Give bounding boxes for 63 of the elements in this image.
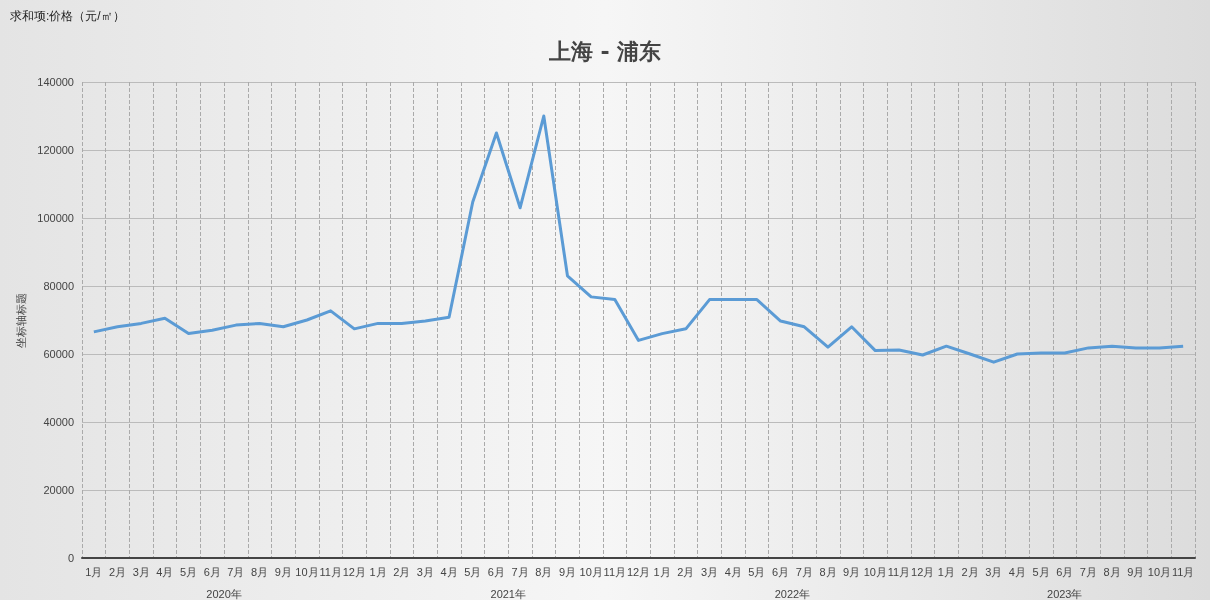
x-tick-label: 8月 <box>819 565 837 578</box>
x-tick-label: 3月 <box>985 565 1003 578</box>
x-tick-label: 12月 <box>342 565 366 578</box>
y-tick-label: 40000 <box>43 416 74 428</box>
text: 2023年 <box>1047 587 1083 600</box>
x-tick-label: 1月 <box>369 565 387 578</box>
x-tick-label: 7月 <box>511 565 529 578</box>
x-tick-label: 4月 <box>440 565 458 578</box>
text: 2020年 <box>206 587 242 600</box>
x-tick-label: 6月 <box>772 565 790 578</box>
x-tick-label: 8月 <box>251 565 269 578</box>
x-tick-label: 4月 <box>1008 565 1026 578</box>
x-tick-label: 3月 <box>416 565 434 578</box>
y-tick-label: 140000 <box>37 76 74 88</box>
y-tick-label: 120000 <box>37 144 74 156</box>
x-tick-label: 10月 <box>295 565 319 578</box>
x-tick-label: 2月 <box>961 565 979 578</box>
x-tick-label: 6月 <box>487 565 505 578</box>
x-tick-label: 6月 <box>1056 565 1074 578</box>
x-tick-label: 10月 <box>579 565 603 578</box>
x-tick-label: 1月 <box>653 565 671 578</box>
x-tick-label: 8月 <box>535 565 553 578</box>
x-tick-label: 6月 <box>203 565 221 578</box>
x-tick-label: 1月 <box>937 565 955 578</box>
x-tick-label: 12月 <box>911 565 935 578</box>
x-tick-label: 8月 <box>1103 565 1121 578</box>
x-tick-label: 12月 <box>626 565 651 578</box>
x-tick-label: 11月 <box>1171 565 1195 578</box>
x-tick-label: 4月 <box>724 565 742 578</box>
x-tick-label: 9月 <box>274 565 292 578</box>
line-series <box>92 114 1185 364</box>
x-tick-label: 7月 <box>1079 565 1097 578</box>
x-tick-label: 11月 <box>319 565 342 578</box>
x-tick-label: 9月 <box>558 565 577 578</box>
x-tick-label: 2月 <box>677 565 695 578</box>
x-tick-label: 11月 <box>887 565 911 578</box>
x-tick-label: 11月 <box>603 565 627 578</box>
x-tick-label: 3月 <box>700 565 719 578</box>
x-tick-label: 2月 <box>108 565 127 578</box>
x-tick-label: 4月 <box>156 565 174 578</box>
y-tick-label: 60000 <box>43 348 74 360</box>
text: 求和项:价格（元/㎡） <box>10 9 125 23</box>
y-tick-label: 20000 <box>43 484 74 496</box>
x-tick-label: 10月 <box>863 565 887 578</box>
x-tick-label: 5月 <box>180 565 198 578</box>
y-tick-label: 0 <box>67 552 74 564</box>
x-tick-label: 5月 <box>748 565 766 578</box>
x-tick-label: 2月 <box>393 565 411 578</box>
text: 2022年 <box>774 587 811 600</box>
y-tick-label: 100000 <box>37 212 74 224</box>
x-tick-label: 7月 <box>227 565 245 578</box>
text: 2021年 <box>490 587 526 600</box>
x-tick-label: 7月 <box>795 565 813 578</box>
chart-title: 上海 - 浦东 <box>547 38 662 64</box>
y-tick-label: 80000 <box>43 280 74 292</box>
x-tick-label: 10月 <box>1147 565 1172 578</box>
x-tick-label: 1月 <box>85 565 103 578</box>
y-axis-title: 坐标轴标题 <box>14 292 27 348</box>
x-tick-label: 9月 <box>1127 565 1145 578</box>
x-tick-label: 3月 <box>132 565 150 578</box>
x-tick-label: 9月 <box>843 565 861 578</box>
x-tick-label: 5月 <box>464 565 482 578</box>
x-tick-label: 5月 <box>1032 565 1050 578</box>
